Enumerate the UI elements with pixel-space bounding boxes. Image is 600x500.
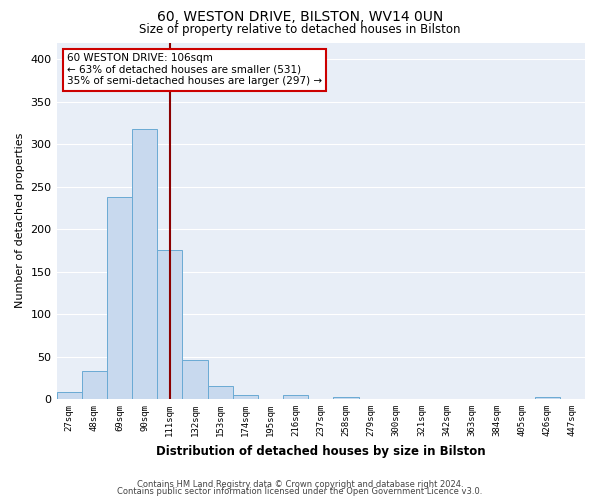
Bar [283,395,308,399]
Text: 60 WESTON DRIVE: 106sqm
← 63% of detached houses are smaller (531)
35% of semi-d: 60 WESTON DRIVE: 106sqm ← 63% of detache… [67,53,322,86]
Bar [334,396,359,399]
Bar [233,395,258,399]
Text: Contains HM Land Registry data © Crown copyright and database right 2024.: Contains HM Land Registry data © Crown c… [137,480,463,489]
Text: 60, WESTON DRIVE, BILSTON, WV14 0UN: 60, WESTON DRIVE, BILSTON, WV14 0UN [157,10,443,24]
Text: Size of property relative to detached houses in Bilston: Size of property relative to detached ho… [139,22,461,36]
Bar [56,392,82,399]
Text: Contains public sector information licensed under the Open Government Licence v3: Contains public sector information licen… [118,487,482,496]
Bar [132,129,157,399]
Bar [107,197,132,399]
Bar [82,371,107,399]
Bar [208,386,233,399]
Bar [157,250,182,399]
Bar [182,360,208,399]
Bar [535,396,560,399]
X-axis label: Distribution of detached houses by size in Bilston: Distribution of detached houses by size … [156,444,485,458]
Y-axis label: Number of detached properties: Number of detached properties [15,133,25,308]
